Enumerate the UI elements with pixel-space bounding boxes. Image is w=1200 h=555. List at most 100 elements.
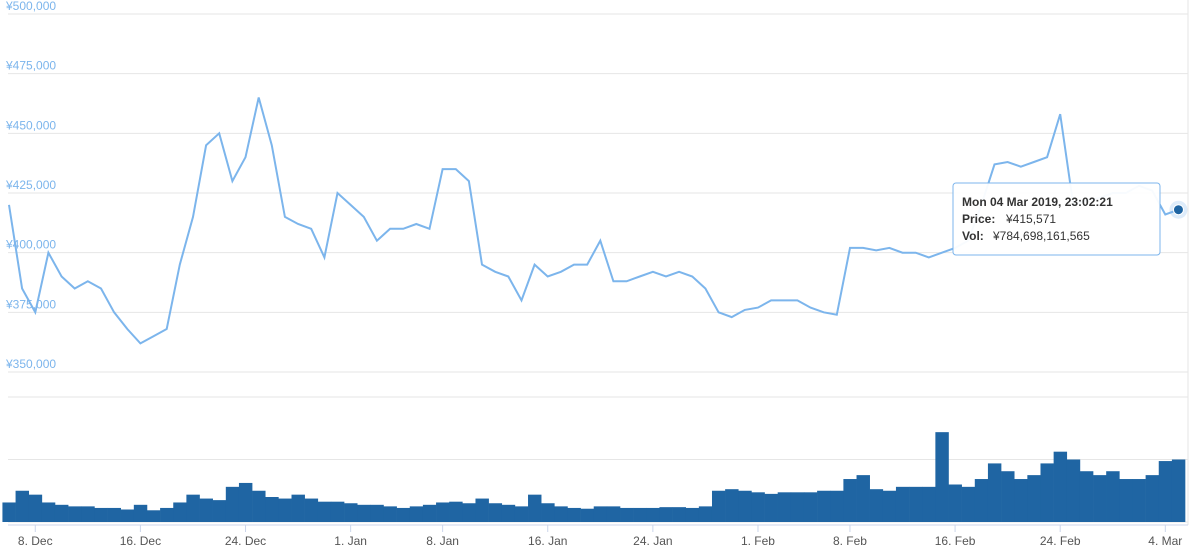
volume-bar xyxy=(1132,479,1146,522)
volume-bar xyxy=(1027,475,1041,522)
volume-bar xyxy=(541,503,555,522)
volume-bar xyxy=(462,503,476,522)
volume-bar xyxy=(948,484,962,522)
volume-bar xyxy=(646,507,660,522)
volume-bar xyxy=(383,506,397,522)
volume-bar xyxy=(265,497,279,522)
volume-bar xyxy=(1106,471,1120,522)
volume-bar xyxy=(81,506,95,522)
volume-bar xyxy=(1119,479,1133,522)
volume-bar xyxy=(252,490,266,522)
volume-bar xyxy=(173,502,187,522)
x-tick-label: 16. Feb xyxy=(935,534,976,548)
volume-bar xyxy=(449,501,463,522)
volume-bar xyxy=(199,498,213,522)
volume-bar xyxy=(843,479,857,522)
volume-bar xyxy=(41,502,56,522)
volume-bar xyxy=(685,507,700,522)
volume-bar xyxy=(160,507,174,522)
volume-bar xyxy=(922,486,936,522)
x-tick-label: 8. Feb xyxy=(833,534,867,548)
volume-bar xyxy=(659,507,673,522)
hover-marker xyxy=(1172,204,1184,216)
x-tick-label: 8. Dec xyxy=(18,534,53,548)
volume-bar xyxy=(633,507,647,522)
volume-bar xyxy=(830,490,844,522)
volume-bar xyxy=(409,506,424,522)
volume-bar xyxy=(1145,475,1160,522)
volume-bar xyxy=(344,503,358,522)
x-tick-label: 16. Dec xyxy=(120,534,161,548)
y-tick-label: ¥350,000 xyxy=(5,357,56,371)
volume-bar xyxy=(28,494,43,522)
y-tick-label: ¥450,000 xyxy=(5,118,56,132)
tooltip-price-label: Price: xyxy=(962,212,995,226)
y-tick-label: ¥500,000 xyxy=(5,0,56,13)
volume-bar xyxy=(895,486,910,522)
x-tick-label: 1. Jan xyxy=(334,534,367,548)
volume-bar xyxy=(94,507,108,522)
volume-bar xyxy=(2,502,16,522)
volume-bar xyxy=(672,507,687,522)
volume-bar xyxy=(738,490,752,522)
volume-bar xyxy=(528,494,542,522)
x-tick-label: 24. Jan xyxy=(633,534,672,548)
volume-bar xyxy=(54,504,69,522)
volume-bar xyxy=(370,504,384,522)
volume-bar xyxy=(909,486,923,522)
volume-bar xyxy=(777,492,792,522)
volume-bar xyxy=(212,500,227,522)
x-tick-label: 1. Feb xyxy=(741,534,775,548)
volume-bar xyxy=(869,489,884,522)
volume-bar xyxy=(330,501,345,522)
volume-bar xyxy=(1040,463,1054,522)
volume-bar xyxy=(146,510,161,522)
tooltip-box xyxy=(952,182,1161,256)
volume-bar xyxy=(68,506,82,522)
volume-bar xyxy=(751,492,765,522)
tooltip: Mon 04 Mar 2019, 23:02:21 Price: ¥415,57… xyxy=(952,182,1161,256)
x-tick-label: 4. Mar xyxy=(1148,534,1182,548)
volume-bar xyxy=(488,503,503,522)
volume-bar xyxy=(1053,451,1068,522)
volume-bar xyxy=(422,504,437,522)
y-tick-label: ¥400,000 xyxy=(5,238,56,252)
x-tick-label: 16. Jan xyxy=(528,534,567,548)
volume-bar xyxy=(120,509,135,522)
volume-bar xyxy=(436,502,450,522)
x-tick-label: 24. Feb xyxy=(1040,534,1081,548)
tooltip-price: ¥415,571 xyxy=(1005,212,1056,226)
volume-bar xyxy=(554,506,568,522)
volume-bar xyxy=(1171,459,1186,522)
volume-bar xyxy=(107,507,121,522)
volume-bar xyxy=(1079,471,1094,522)
volume-bar xyxy=(882,490,897,522)
tooltip-vol: ¥784,698,161,565 xyxy=(992,229,1090,243)
volume-bar xyxy=(291,494,305,522)
volume-bar xyxy=(725,489,739,522)
volume-bar xyxy=(961,486,976,522)
volume-bar xyxy=(567,507,581,522)
tooltip-vol-label: Vol: xyxy=(962,229,984,243)
volume-bar xyxy=(764,493,778,522)
tooltip-title: Mon 04 Mar 2019, 23:02:21 xyxy=(962,195,1113,209)
volume-bar xyxy=(817,490,831,522)
volume-bar xyxy=(856,475,870,522)
volume-bar xyxy=(396,507,411,522)
volume-bar xyxy=(803,492,818,522)
volume-bar xyxy=(935,432,949,522)
volume-bar xyxy=(238,482,253,522)
volume-bar xyxy=(790,492,805,522)
volume-bar xyxy=(304,498,319,522)
volume-bar xyxy=(475,498,489,522)
volume-bar xyxy=(620,507,634,522)
volume-bar xyxy=(357,504,371,522)
volume-bar xyxy=(987,463,1002,522)
volume-bar xyxy=(501,504,516,522)
volume-bar xyxy=(15,490,30,522)
volume-bar xyxy=(593,506,608,522)
volume-bar xyxy=(225,486,240,522)
volume-bar xyxy=(580,508,595,522)
